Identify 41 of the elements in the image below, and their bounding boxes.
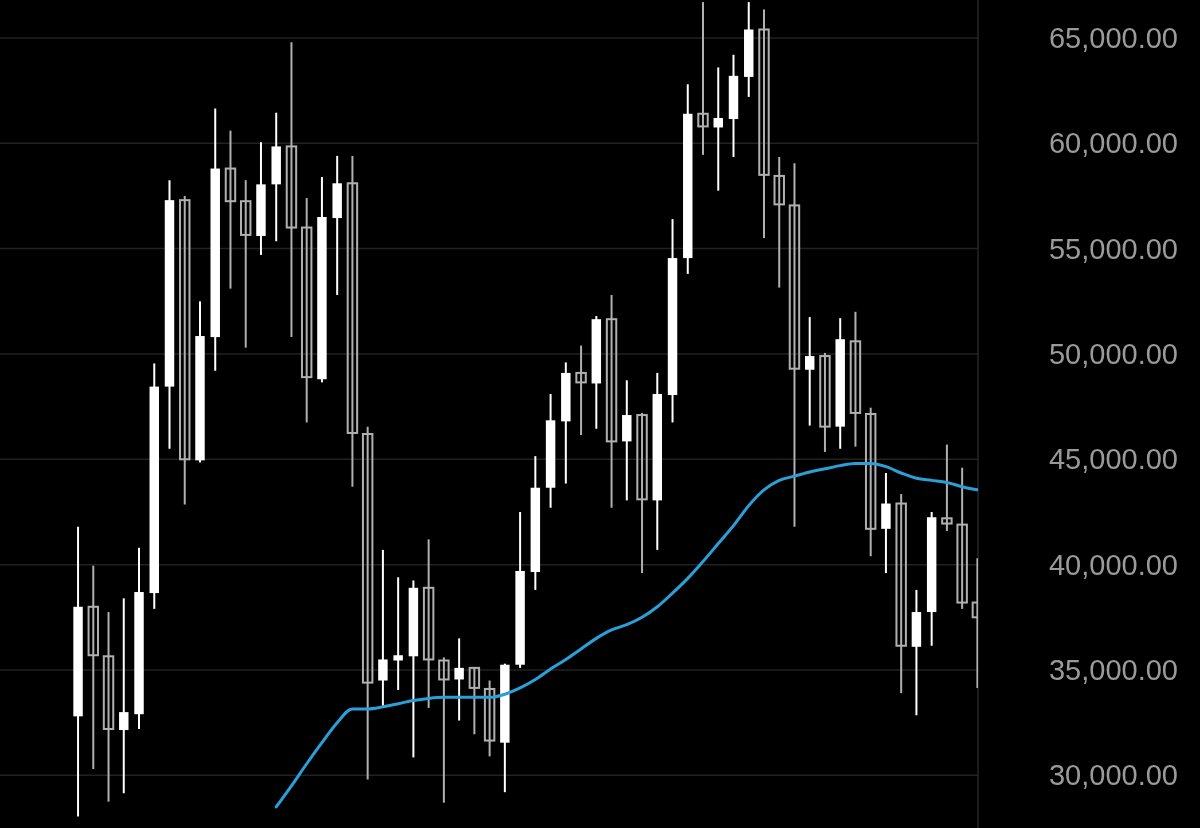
candlestick <box>378 548 388 707</box>
candlestick <box>454 637 464 722</box>
candlestick <box>87 564 100 771</box>
y-tick-label: 35,000.00 <box>1048 654 1178 687</box>
candlestick <box>864 406 877 558</box>
candlestick <box>393 576 403 691</box>
candlestick <box>119 597 129 795</box>
candlestick <box>697 1 709 156</box>
candlestick <box>773 155 785 289</box>
candlestick <box>849 310 862 448</box>
candlestick <box>941 443 953 532</box>
candlestick <box>483 679 496 758</box>
candlestick <box>361 425 374 781</box>
candlestick <box>819 351 831 453</box>
candlestick <box>346 154 359 488</box>
y-tick-label: 60,000.00 <box>1048 127 1178 160</box>
candlestick <box>285 41 298 339</box>
candlestick <box>575 344 587 437</box>
candlestick <box>605 293 618 509</box>
y-tick-label: 65,000.00 <box>1048 22 1178 55</box>
candlestick <box>636 411 648 575</box>
candlestick <box>300 197 313 424</box>
candlestick <box>713 66 723 192</box>
candlestick <box>758 8 770 240</box>
candlestick <box>422 538 435 709</box>
candlestick <box>468 666 481 736</box>
candlestick <box>179 194 191 506</box>
candlestick <box>895 493 907 695</box>
candlestick <box>438 656 450 804</box>
y-tick-label: 45,000.00 <box>1048 443 1178 476</box>
candlestick <box>224 129 237 290</box>
line-series <box>274 462 978 809</box>
candlestick <box>102 611 115 803</box>
candlestick <box>804 316 815 427</box>
y-tick-label: 50,000.00 <box>1048 338 1178 371</box>
candlestick <box>788 162 801 528</box>
candlestick <box>956 466 968 610</box>
y-tick-label: 55,000.00 <box>1048 232 1178 265</box>
y-tick-label: 40,000.00 <box>1048 548 1178 581</box>
y-tick-label: 30,000.00 <box>1048 759 1178 792</box>
candlestick <box>239 179 252 349</box>
